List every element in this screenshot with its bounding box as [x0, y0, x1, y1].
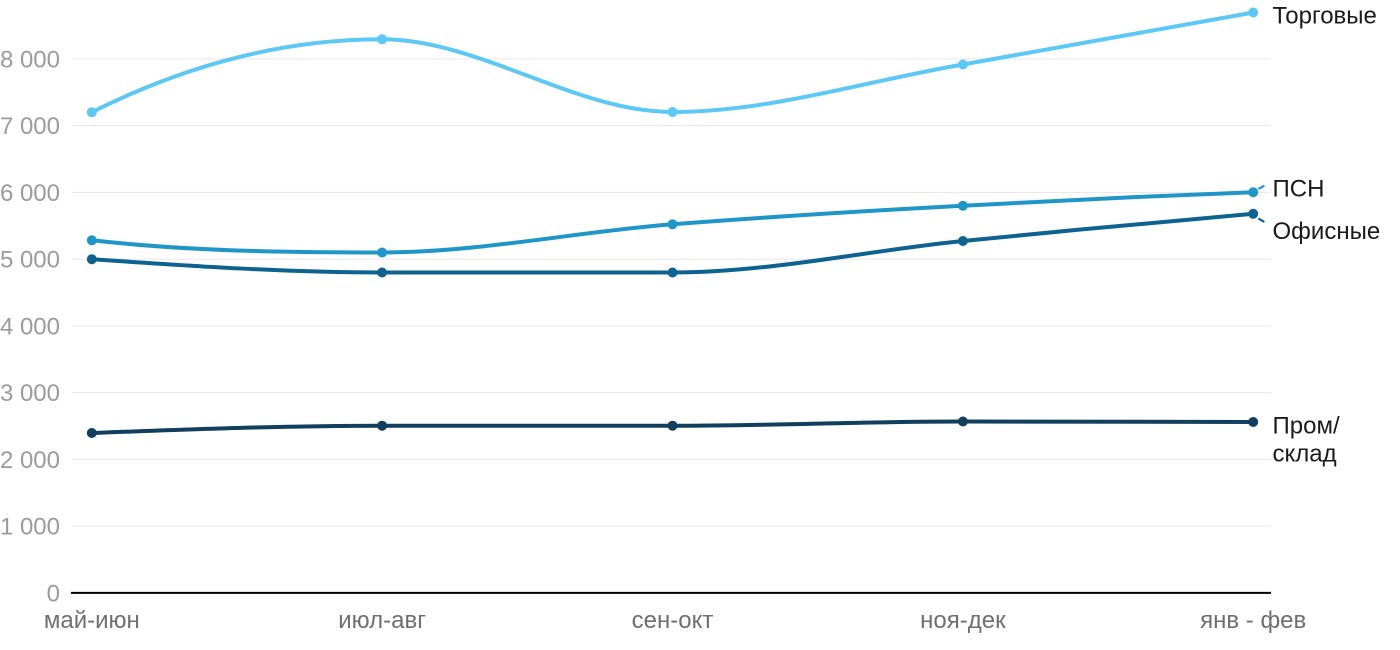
svg-text:Пром/: Пром/ — [1273, 413, 1340, 440]
svg-text:5 000: 5 000 — [0, 247, 60, 274]
svg-text:6 000: 6 000 — [0, 180, 60, 207]
svg-text:Торговые: Торговые — [1273, 3, 1377, 30]
svg-text:2 000: 2 000 — [0, 447, 60, 474]
svg-text:июл-авг: июл-авг — [338, 607, 426, 634]
svg-text:склад: склад — [1273, 441, 1337, 468]
svg-text:1 000: 1 000 — [0, 514, 60, 541]
svg-text:сен-окт: сен-окт — [632, 607, 714, 634]
svg-text:4 000: 4 000 — [0, 313, 60, 340]
svg-text:янв - фев: янв - фев — [1200, 607, 1306, 634]
svg-text:0: 0 — [47, 580, 60, 607]
svg-text:май-июн: май-июн — [44, 607, 140, 634]
svg-text:ноя-дек: ноя-дек — [920, 607, 1006, 634]
svg-text:ПСН: ПСН — [1273, 176, 1325, 203]
svg-text:3 000: 3 000 — [0, 380, 60, 407]
svg-text:Офисные: Офисные — [1273, 218, 1381, 245]
svg-text:7 000: 7 000 — [0, 113, 60, 140]
svg-text:8 000: 8 000 — [0, 46, 60, 73]
